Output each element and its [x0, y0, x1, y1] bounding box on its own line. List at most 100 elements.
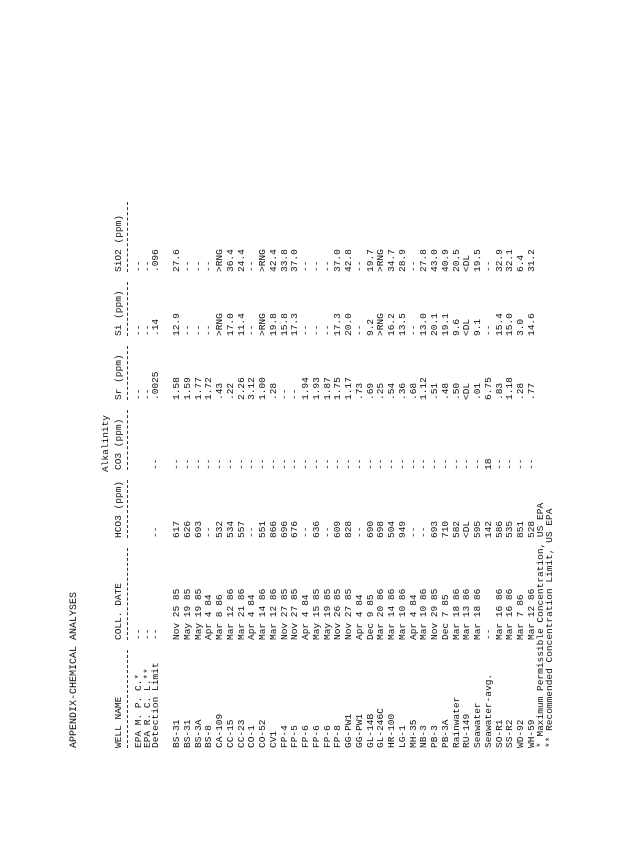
table-cell: 1.00 — [257, 377, 268, 400]
table-cell: -- — [396, 458, 408, 470]
table-cell: .83 — [493, 382, 505, 400]
table-cell: Apr 4 84 — [353, 594, 365, 640]
well-name: Rainwater — [450, 696, 462, 748]
table-cell: Mar 8 86 — [214, 594, 225, 640]
table-cell: -- — [515, 458, 526, 470]
table-cell: 696 — [278, 520, 290, 538]
table-cell: 1.12 — [418, 377, 430, 400]
table-cell: .36 — [396, 382, 408, 400]
table-cell: 1.58 — [171, 377, 182, 400]
table-cell: -- — [289, 458, 301, 470]
table-cell: 142 — [482, 520, 494, 538]
well-name: FP-5 — [289, 725, 301, 748]
well-name: WD-92 — [515, 719, 526, 748]
table-cell: -- — [203, 458, 215, 470]
table-cell: Mar 16 86 — [504, 588, 516, 640]
well-name: Seawater — [472, 702, 483, 748]
limit-cell: .14 — [150, 318, 161, 336]
column-header: Sr (ppm) — [113, 354, 124, 400]
table-cell: 1.77 — [192, 377, 204, 400]
table-cell: Mar 7 86 — [515, 594, 526, 640]
table-cell: 37.0 — [289, 249, 301, 272]
table-cell: Mar 10 86 — [418, 588, 430, 640]
well-name: FP-6 — [310, 725, 322, 748]
header-rule — [127, 202, 128, 272]
table-cell: -- — [353, 458, 365, 470]
table-cell: 698 — [375, 520, 387, 538]
table-cell: 866 — [267, 520, 279, 538]
table-cell: 15.8 — [278, 313, 290, 336]
table-cell: 535 — [504, 520, 516, 538]
table-cell: Mar 18 86 — [472, 588, 483, 640]
table-cell: 19.1 — [439, 313, 451, 336]
table-cell: -- — [300, 526, 311, 538]
well-name: FP-8 — [332, 725, 344, 748]
table-cell: -- — [353, 526, 365, 538]
table-cell: 626 — [181, 520, 193, 538]
column-header: WELL NAME — [113, 696, 124, 748]
table-cell: -- — [482, 628, 494, 640]
table-cell: -- — [289, 388, 301, 400]
table-cell: -- — [278, 458, 290, 470]
table-cell: .01 — [472, 382, 483, 400]
table-cell: -- — [482, 260, 494, 272]
well-name: Seawater-avg. — [482, 673, 494, 748]
footnote: ** Recommended Concentration Limit, US E… — [544, 508, 555, 748]
table-cell: .25 — [375, 382, 387, 400]
table-cell: .73 — [353, 382, 365, 400]
well-name: CO-52 — [257, 719, 268, 748]
table-cell: 20.1 — [429, 313, 440, 336]
well-name: SS-R2 — [504, 719, 516, 748]
table-cell: 3.12 — [246, 377, 258, 400]
table-cell: 1.18 — [504, 377, 516, 400]
well-name: PB-3 — [429, 725, 440, 748]
well-name: GG-PW1 — [353, 713, 365, 748]
table-cell: >RNG — [375, 249, 387, 272]
well-name: CC-23 — [235, 719, 247, 748]
column-header: SiO2 (ppm) — [113, 214, 124, 272]
table-cell: -- — [181, 458, 193, 470]
table-cell: -- — [321, 324, 333, 336]
table-cell: -- — [300, 324, 311, 336]
table-cell: Mar 12 86 — [267, 588, 279, 640]
table-cell: -- — [407, 260, 419, 272]
table-cell: .48 — [439, 382, 451, 400]
limit-cell: -- — [150, 458, 161, 470]
table-cell: .28 — [267, 382, 279, 400]
table-cell: 609 — [332, 520, 344, 538]
table-cell: 582 — [450, 520, 462, 538]
well-name: FP-6 — [321, 725, 333, 748]
rotated-document: APPENDIX-CHEMICAL ANALYSES Alkalinity WE… — [68, 182, 563, 752]
table-cell: -- — [407, 324, 419, 336]
header-rule — [127, 650, 128, 748]
table-cell: 534 — [224, 520, 236, 538]
table-cell: 14.6 — [525, 313, 537, 336]
well-name: FP-4 — [278, 725, 290, 748]
table-cell: 693 — [192, 520, 204, 538]
table-cell: -- — [461, 458, 473, 470]
table-cell: -- — [267, 458, 279, 470]
well-name: BS-31 — [181, 719, 193, 748]
table-cell: 20.5 — [450, 249, 462, 272]
table-cell: -- — [364, 458, 376, 470]
table-cell: -- — [300, 260, 311, 272]
table-cell: -- — [246, 324, 258, 336]
column-header: CO3 (ppm) — [113, 418, 124, 470]
table-cell: 1.93 — [310, 377, 322, 400]
table-cell: 42.4 — [267, 249, 279, 272]
table-cell: Dec 9 85 — [364, 594, 376, 640]
table-cell: >RNG — [257, 313, 268, 336]
table-cell: -- — [192, 458, 204, 470]
table-cell: 6.4 — [515, 254, 526, 272]
table-cell: 42.8 — [343, 249, 354, 272]
table-cell: 1.87 — [321, 377, 333, 400]
table-cell: .50 — [450, 382, 462, 400]
well-name: CV1 — [267, 730, 279, 748]
table-cell: 32.9 — [493, 249, 505, 272]
table-cell: 828 — [343, 520, 354, 538]
table-cell: 17.0 — [224, 313, 236, 336]
table-cell: -- — [450, 458, 462, 470]
table-cell: -- — [375, 458, 387, 470]
table-cell: 586 — [493, 520, 505, 538]
well-name: GL-246C — [375, 708, 387, 748]
